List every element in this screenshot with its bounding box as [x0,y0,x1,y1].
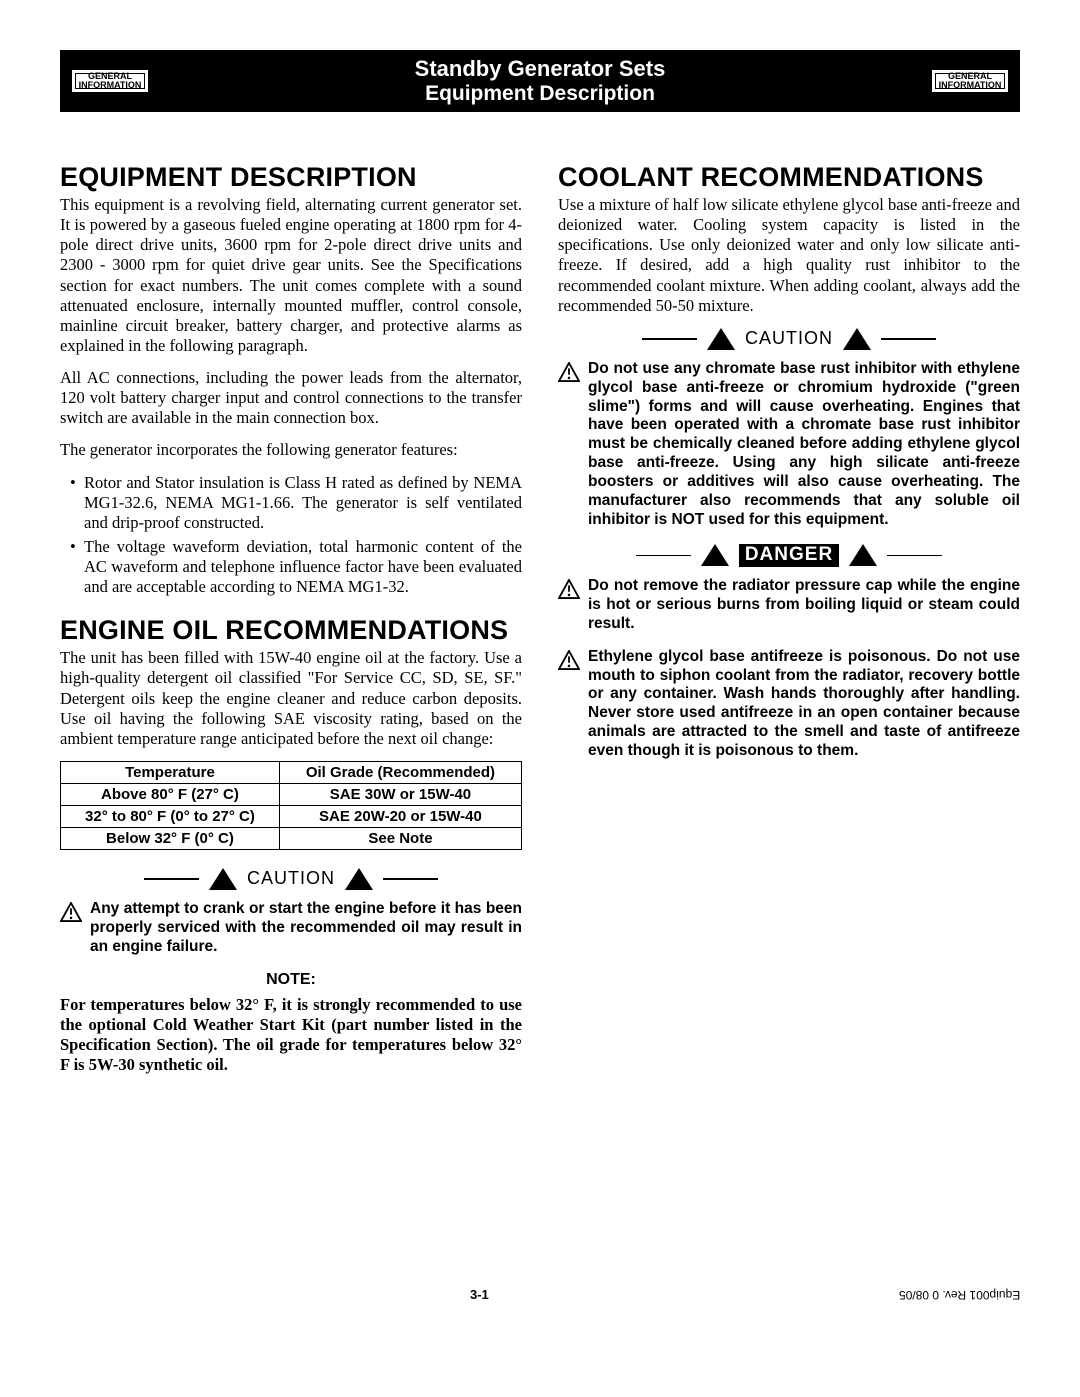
warning-block: Any attempt to crank or start the engine… [60,900,522,957]
right-column: COOLANT RECOMMENDATIONS Use a mixture of… [558,162,1020,1087]
rule-icon [144,878,199,880]
rule-icon [642,338,697,340]
rule-icon [636,555,691,557]
caution-label: CAUTION [745,328,833,349]
header-tab-right: GENERAL INFORMATION [930,68,1010,95]
rule-icon [887,555,942,557]
warning-triangle-icon [701,544,729,566]
footer-rev: Equip001 Rev. 0 08/05 [899,1288,1020,1302]
para-equip-1: This equipment is a revolving field, alt… [60,195,522,356]
td: Above 80° F (27° C) [61,783,280,805]
para-coolant: Use a mixture of half low silicate ethyl… [558,195,1020,316]
th-temp: Temperature [61,761,280,783]
warning-outline-icon [60,902,82,922]
heading-oil: ENGINE OIL RECOMMENDATIONS [60,615,522,646]
header-tab-left: GENERAL INFORMATION [70,68,150,95]
td: See Note [279,827,521,849]
feature-list: Rotor and Stator insulation is Class H r… [60,473,522,598]
danger-label: DANGER [739,544,839,567]
page-footer: 3-1 Equip001 Rev. 0 08/05 [60,1287,1020,1302]
list-item: The voltage waveform deviation, total ha… [74,537,522,597]
warning-text: Ethylene glycol base antifreeze is poiso… [588,648,1020,761]
heading-coolant: COOLANT RECOMMENDATIONS [558,162,1020,193]
warning-triangle-icon [849,544,877,566]
danger-banner: DANGER [558,544,1020,567]
rule-icon [881,338,936,340]
warning-block: Do not remove the radiator pressure cap … [558,577,1020,634]
warning-outline-icon [558,362,580,382]
warning-block: Do not use any chromate base rust inhibi… [558,360,1020,530]
td: SAE 30W or 15W-40 [279,783,521,805]
caution-label: CAUTION [247,868,335,889]
warning-triangle-icon [345,868,373,890]
page-number: 3-1 [60,1287,899,1302]
header-center: Standby Generator Sets Equipment Descrip… [150,56,930,106]
warning-outline-icon [558,650,580,670]
td: Below 32° F (0° C) [61,827,280,849]
caution-banner: CAUTION [60,868,522,890]
table-row: Below 32° F (0° C) See Note [61,827,522,849]
heading-equipment: EQUIPMENT DESCRIPTION [60,162,522,193]
left-column: EQUIPMENT DESCRIPTION This equipment is … [60,162,522,1087]
table-row: 32° to 80° F (0° to 27° C) SAE 20W-20 or… [61,805,522,827]
para-equip-3: The generator incorporates the following… [60,440,522,460]
tab-line2: INFORMATION [936,81,1004,90]
rule-icon [383,878,438,880]
td: 32° to 80° F (0° to 27° C) [61,805,280,827]
para-equip-2: All AC connections, including the power … [60,368,522,428]
warning-triangle-icon [707,328,735,350]
note-label: NOTE: [60,971,522,989]
warning-triangle-icon [209,868,237,890]
warning-block: Ethylene glycol base antifreeze is poiso… [558,648,1020,761]
para-oil: The unit has been filled with 15W-40 eng… [60,648,522,749]
header-title: Standby Generator Sets [150,56,930,82]
caution-banner: CAUTION [558,328,1020,350]
warning-text: Do not use any chromate base rust inhibi… [588,360,1020,530]
table-row: Temperature Oil Grade (Recommended) [61,761,522,783]
oil-table: Temperature Oil Grade (Recommended) Abov… [60,761,522,850]
warning-text: Do not remove the radiator pressure cap … [588,577,1020,634]
content-columns: EQUIPMENT DESCRIPTION This equipment is … [60,162,1020,1087]
warning-text: Any attempt to crank or start the engine… [90,900,522,957]
header-subtitle: Equipment Description [150,82,930,106]
tab-line2: INFORMATION [76,81,144,90]
list-item: Rotor and Stator insulation is Class H r… [74,473,522,533]
warning-outline-icon [558,579,580,599]
note-text: For temperatures below 32° F, it is stro… [60,995,522,1076]
td: SAE 20W-20 or 15W-40 [279,805,521,827]
warning-triangle-icon [843,328,871,350]
page-header: GENERAL INFORMATION Standby Generator Se… [60,50,1020,112]
table-row: Above 80° F (27° C) SAE 30W or 15W-40 [61,783,522,805]
th-grade: Oil Grade (Recommended) [279,761,521,783]
